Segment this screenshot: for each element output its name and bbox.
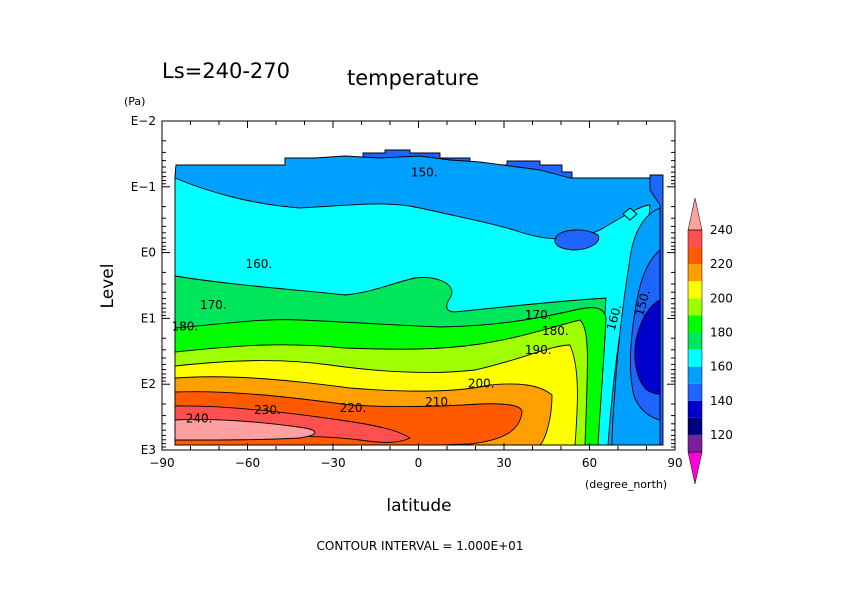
x-tick-label: 90: [667, 456, 682, 470]
y-tick-label: E−1: [131, 180, 156, 194]
colorbar-tick-label: 220: [710, 257, 733, 271]
colorbar-swatch: [688, 383, 702, 401]
colorbar-swatch: [688, 230, 702, 248]
colorbar-tick-label: 240: [710, 223, 733, 237]
colorbar-over-triangle: [687, 197, 703, 231]
x-tick-label: −90: [149, 456, 174, 470]
contour-label: 170.: [200, 298, 227, 312]
colorbar-tick-label: 200: [710, 291, 733, 305]
title-variable: temperature: [347, 66, 479, 90]
x-tick-label: 60: [582, 456, 597, 470]
band-240-plus: [174, 419, 316, 441]
colorbar-tick-label: 120: [710, 428, 733, 442]
contour-label: 150.: [411, 166, 438, 180]
x-tick-label: −60: [235, 456, 260, 470]
contour-label: 200.: [468, 377, 495, 391]
band-east-limb-130-140: [634, 299, 661, 395]
contour-label: 180.: [171, 320, 198, 334]
contour-label: 160.: [604, 303, 624, 332]
y-tick-label: E1: [141, 311, 156, 325]
y-tick-label: E0: [141, 246, 156, 260]
colorbar-swatch: [688, 281, 702, 299]
colorbar: 120 140 160 180 200 220 240: [687, 197, 733, 485]
colorbar-swatch: [688, 247, 702, 265]
y-axis-label: Level: [98, 264, 118, 309]
x-axis-label: latitude: [386, 496, 451, 516]
colorbar-swatch: [688, 315, 702, 333]
contour-label: 240.: [186, 411, 213, 425]
x-tick-label: 0: [415, 456, 423, 470]
cold-pocket: [554, 229, 600, 251]
y-unit-label: (Pa): [124, 95, 145, 108]
colorbar-frame: [687, 229, 703, 453]
colorbar-swatch: [688, 349, 702, 367]
x-tick-label: 30: [496, 456, 511, 470]
colorbar-swatch: [688, 417, 702, 435]
colorbar-tick-label: 180: [710, 325, 733, 339]
axes: −90 −60 −30 0 30 60 90 E3 E2 E1 E0 E−1 E−2 latitude…: [98, 114, 683, 516]
contour-label: 170.: [525, 308, 552, 322]
contour-label: 180.: [542, 324, 569, 338]
colorbar-tick-label: 160: [710, 360, 733, 374]
colorbar-swatch: [688, 400, 702, 418]
contour-labels: 150.160.170.180.170.180.190.200.210.220.…: [171, 166, 652, 426]
title-ls: Ls=240-270: [162, 59, 290, 83]
y-tick-label: E−2: [131, 114, 156, 128]
contour-label: 220.: [340, 401, 367, 415]
colorbar-swatch: [688, 332, 702, 350]
contour-label: 150.: [632, 288, 652, 317]
contour-field: [174, 149, 664, 446]
x-unit-label: (degree_north): [585, 478, 667, 491]
colorbar-swatch: [688, 366, 702, 384]
colorbar-under-triangle: [687, 451, 703, 485]
colorbar-swatch: [688, 264, 702, 282]
contour-label: 210.: [425, 395, 452, 409]
contour-label: 160.: [246, 257, 273, 271]
y-tick-label: E2: [141, 377, 156, 391]
contour-label: 230.: [254, 403, 281, 417]
colorbar-swatch: [688, 434, 702, 452]
y-tick-label: E3: [141, 443, 156, 457]
warm-speck: [622, 207, 638, 221]
contour-interval-note: CONTOUR INTERVAL = 1.000E+01: [317, 539, 524, 553]
contour-label: 190.: [525, 343, 552, 357]
colorbar-swatch: [688, 298, 702, 316]
colorbar-tick-label: 140: [710, 394, 733, 408]
x-tick-label: −30: [320, 456, 345, 470]
